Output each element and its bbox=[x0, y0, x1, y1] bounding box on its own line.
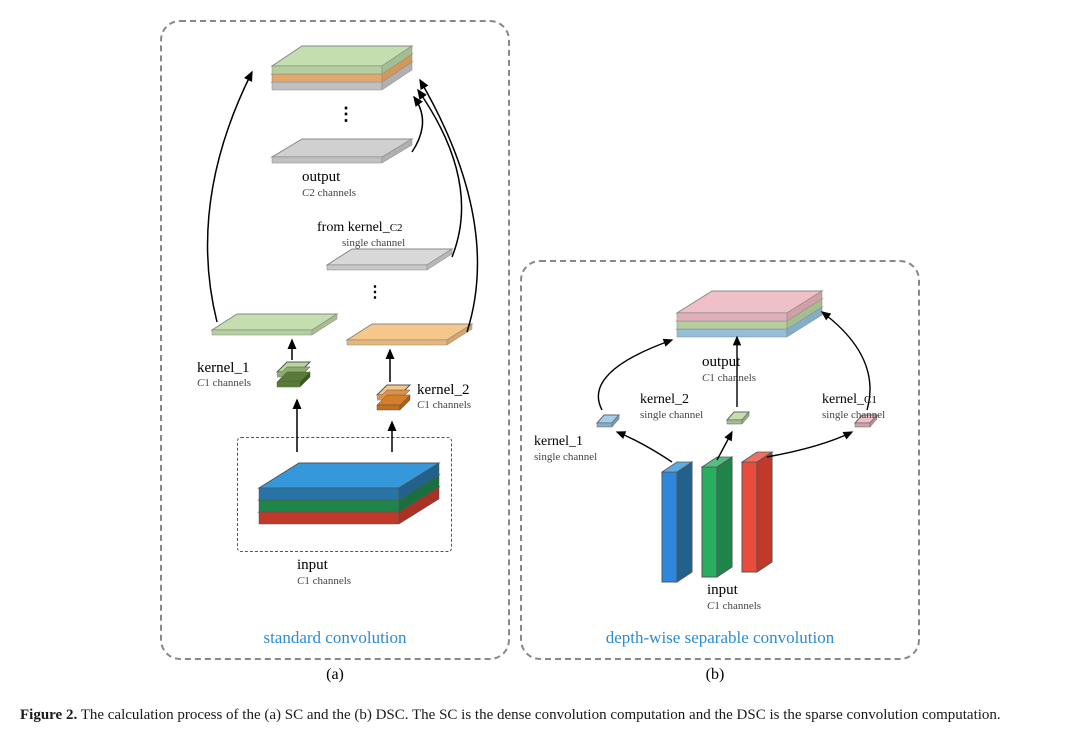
kernel2-label-a: kernel_2 bbox=[417, 382, 469, 399]
kernelc1-label-b: kernel_C1 bbox=[822, 392, 877, 408]
output-stack-a bbox=[252, 32, 422, 112]
output-sub-a: C2 channels bbox=[302, 187, 356, 199]
kernel1-sub-b: single channel bbox=[534, 451, 597, 463]
dots-2: ⋮ bbox=[367, 282, 383, 302]
kernel1-sub-a: C1 channels bbox=[197, 377, 251, 389]
mid-gray-a bbox=[252, 127, 422, 172]
figure-number: Figure 2. bbox=[20, 707, 77, 723]
figure-caption: Figure 2. The calculation process of the… bbox=[20, 704, 1060, 727]
input-sub-b: C1 channels bbox=[707, 600, 761, 612]
kernelc1-sub-b: single channel bbox=[822, 409, 885, 421]
kernel2-b bbox=[724, 407, 752, 429]
panel-a-wrapper: ⋮ output C2 channels from kernel_C2 sing… bbox=[160, 20, 510, 684]
kernel1-a bbox=[272, 357, 317, 402]
input-label-b: input bbox=[707, 582, 738, 599]
kernel2-label-b: kernel_2 bbox=[640, 392, 689, 408]
input-stack-a bbox=[244, 442, 444, 542]
panel-b: output C1 channels kernel_2 s bbox=[520, 260, 920, 660]
panel-a-label: (a) bbox=[160, 666, 510, 684]
output-sub-b: C1 channels bbox=[702, 372, 756, 384]
kernel2-a bbox=[372, 380, 417, 425]
kernel2-sub-b: single channel bbox=[640, 409, 703, 421]
kernel1-label-a: kernel_1 bbox=[197, 360, 249, 377]
output-label-a: output bbox=[302, 169, 340, 186]
kernel1-b bbox=[594, 410, 622, 432]
input-label-a: input bbox=[297, 557, 328, 574]
figure-caption-text: The calculation process of the (a) SC an… bbox=[81, 707, 1001, 723]
panel-b-label: (b) bbox=[510, 666, 920, 684]
diagram-container: ⋮ output C2 channels from kernel_C2 sing… bbox=[20, 20, 1060, 684]
from-kernel-sub-a: single channel bbox=[342, 237, 405, 249]
method-b: depth-wise separable convolution bbox=[522, 628, 918, 648]
input-sub-a: C1 channels bbox=[297, 575, 351, 587]
kernel1-label-b: kernel_1 bbox=[534, 434, 583, 450]
method-a: standard convolution bbox=[162, 628, 508, 648]
orange-panel-a bbox=[337, 312, 487, 352]
output-label-b: output bbox=[702, 354, 740, 371]
panel-b-wrapper: output C1 channels kernel_2 s bbox=[510, 20, 920, 684]
dots-1: ⋮ bbox=[337, 104, 357, 125]
output-stack-b bbox=[657, 277, 837, 357]
kernel2-sub-a: C1 channels bbox=[417, 399, 471, 411]
panel-a: ⋮ output C2 channels from kernel_C2 sing… bbox=[160, 20, 510, 660]
input-b bbox=[642, 442, 842, 592]
green-panel-a bbox=[202, 302, 352, 342]
from-kernel-label-a: from kernel_C2 bbox=[317, 220, 403, 236]
